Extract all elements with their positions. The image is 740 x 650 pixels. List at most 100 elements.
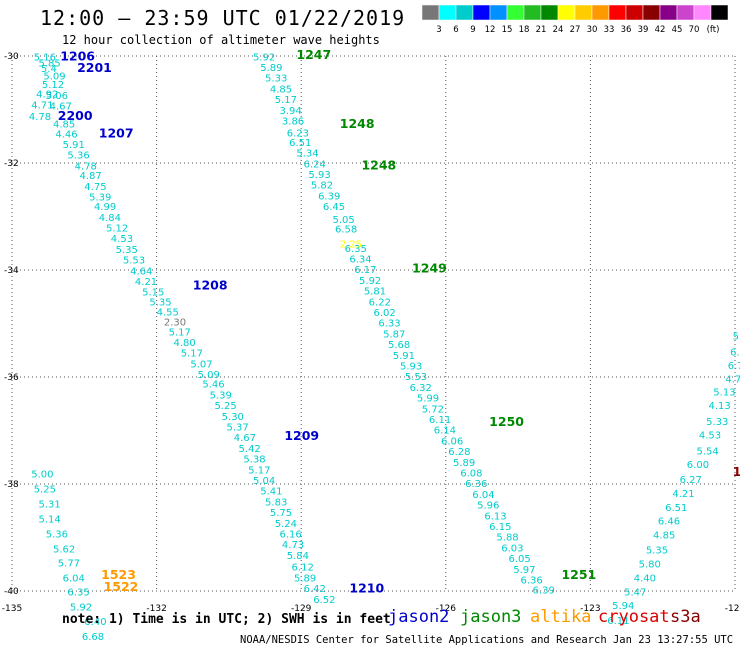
wave-height-point: 5.35	[149, 297, 171, 308]
wave-height-point: 6.05	[508, 554, 530, 565]
wave-height-point: 6.35	[345, 244, 367, 255]
wave-height-point: 4.40	[634, 573, 656, 584]
wave-height-point: 5.31	[39, 500, 61, 511]
wave-height-point: 5.09	[43, 72, 65, 83]
colorbar-label: 24	[553, 25, 564, 35]
wave-height-point: 6.32	[410, 383, 432, 394]
time-label: 1248	[340, 116, 375, 131]
time-label: 1209	[284, 428, 319, 443]
wave-height-point: 6.36	[521, 576, 543, 587]
wave-height-point: 6.27	[680, 475, 702, 486]
time-label: 1208	[193, 277, 228, 292]
wave-height-point: 6.35	[67, 587, 89, 598]
wave-height-point: 5.35	[116, 245, 138, 256]
wave-height-point: 3.94	[280, 106, 302, 117]
wave-height-point: 4.21	[135, 277, 157, 288]
colorbar-legend: 3 6 9 12 15 18 21 24 27 30 33 36 39 42 45 70 (ft)	[421, 4, 729, 35]
wave-height-point: 6.04	[63, 573, 85, 584]
wave-height-point: 4.92	[36, 90, 58, 101]
wave-height-point: 5.00	[31, 470, 53, 481]
wave-height-point: 5.47	[624, 587, 646, 598]
wave-height-point: 5.58	[733, 332, 740, 343]
wave-height-point: 5.12	[106, 223, 128, 234]
wave-height-point: 5.4	[41, 64, 57, 75]
wave-height-point: 4.78	[75, 161, 97, 172]
time-label: 1	[733, 464, 740, 479]
wave-height-point: 6.11	[429, 415, 451, 426]
wave-height-point: 6.00	[687, 460, 709, 471]
colorbar-swatch	[506, 4, 525, 21]
wave-height-point: 5.24	[275, 519, 297, 530]
time-label: 1249	[412, 261, 447, 276]
wave-height-point: 5.75	[270, 508, 292, 519]
wave-height-point: 5.33	[265, 74, 287, 85]
wave-height-point: 5.84	[287, 551, 309, 562]
colorbar-label: 30	[587, 25, 598, 35]
wave-height-point: 6.40	[84, 617, 106, 628]
wave-height-point: 5.87	[383, 329, 405, 340]
wave-height-point: 5.39	[89, 192, 111, 203]
wave-height-point: 5.13	[713, 388, 735, 399]
colorbar-label: 33	[604, 25, 615, 35]
wave-height-point: 5.07	[190, 359, 212, 370]
wave-height-point: 6.15	[489, 522, 511, 533]
wave-height-point: 5.15	[142, 288, 164, 299]
wave-height-point: 5.17	[169, 327, 191, 338]
wave-height-point: 5.17	[181, 349, 203, 360]
chart-axes: -135 -132 -129 -126 -123 -120 -30 -32 -34 -36 -38 -…	[2, 52, 740, 614]
wave-height-point: 5.89	[453, 458, 475, 469]
wave-height-point: 6.06	[441, 436, 463, 447]
colorbar-swatch	[625, 4, 644, 21]
colorbar-label: 18	[519, 25, 530, 35]
wave-height-point: 6.11	[607, 616, 629, 627]
wave-height-point: 4.53	[699, 431, 721, 442]
colorbar-swatch	[455, 4, 474, 21]
wave-height-point: 6.08	[460, 469, 482, 480]
wave-height-point: 5.77	[58, 558, 80, 569]
colorbar-label: 3	[436, 25, 441, 35]
time-label: 1522	[104, 579, 139, 594]
colorbar-swatch	[642, 4, 661, 21]
page-subtitle: 12 hour collection of altimeter wave hei…	[62, 33, 380, 47]
wave-height-point: 6.12	[292, 563, 314, 574]
wave-height-point: 5.17	[275, 95, 297, 106]
footer-note: note: 1) Time is in UTC; 2) SWH is in fe…	[62, 612, 391, 627]
wave-height-point: 5.89	[260, 63, 282, 74]
colorbar-label: 9	[470, 25, 475, 35]
y-tick-label: -36	[4, 373, 19, 383]
wave-height-point: 4.80	[173, 338, 195, 349]
wave-height-point: 4.21	[672, 489, 694, 500]
wave-height-point: 5.09	[198, 370, 220, 381]
colorbar-label: 39	[638, 25, 649, 35]
wave-height-point: 5.89	[294, 573, 316, 584]
wave-height-point: 5.53	[123, 256, 145, 267]
wave-height-point: 5.91	[393, 351, 415, 362]
wave-height-point: 6.22	[369, 297, 391, 308]
wave-height-point: 6.28	[448, 447, 470, 458]
time-label: 1250	[489, 414, 524, 429]
wave-height-point: 3.86	[282, 116, 304, 127]
wave-height-point: 6.24	[304, 159, 326, 170]
wave-height-point: 5.38	[243, 455, 265, 466]
wave-height-point: 5.96	[477, 501, 499, 512]
y-tick-label: -40	[4, 587, 19, 597]
colorbar-label: 21	[536, 25, 547, 35]
colorbar-swatch	[608, 4, 627, 21]
wave-height-point: 6.02	[374, 308, 396, 319]
wave-height-point: 5.91	[63, 140, 85, 151]
wave-height-points: 5.165.855.45.095.124.925.064.714.674.784…	[29, 52, 740, 643]
wave-height-point: 4.55	[157, 307, 179, 318]
wave-height-point: 5.94	[612, 601, 634, 612]
wave-height-point: 6.13	[484, 511, 506, 522]
wave-height-point: 6.58	[335, 225, 357, 236]
colorbar-swatch	[676, 4, 695, 21]
wave-height-point: 5.72	[422, 404, 444, 415]
colorbar-label: 6	[453, 25, 458, 35]
wave-height-point: 4.71	[31, 100, 53, 111]
wave-height-point: 6.45	[323, 202, 345, 213]
wave-height-point: 5.35	[646, 546, 668, 557]
colorbar-swatch	[489, 4, 508, 21]
wave-height-point: 6.0	[730, 348, 740, 359]
x-tick-label: -120	[725, 604, 740, 614]
